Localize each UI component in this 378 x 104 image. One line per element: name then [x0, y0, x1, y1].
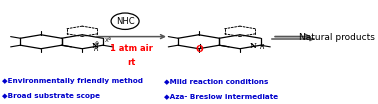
Text: R: R	[94, 46, 99, 53]
Text: N: N	[249, 42, 257, 50]
Text: R: R	[259, 44, 264, 50]
Text: ◆Aza- Breslow intermediate: ◆Aza- Breslow intermediate	[164, 93, 278, 99]
Text: Natural products: Natural products	[299, 33, 375, 42]
Text: ⊕: ⊕	[95, 41, 99, 46]
Text: ◆Mild reaction conditions: ◆Mild reaction conditions	[164, 78, 268, 84]
Text: X$^{\ominus}$: X$^{\ominus}$	[104, 36, 112, 45]
Text: O: O	[196, 45, 204, 54]
Text: 1 atm air: 1 atm air	[110, 44, 152, 53]
Text: rt: rt	[127, 58, 135, 67]
Text: ◆Broad substrate scope: ◆Broad substrate scope	[2, 93, 101, 99]
Text: N: N	[92, 42, 99, 50]
Text: NHC: NHC	[116, 17, 135, 26]
Text: ◆Environmentally friendly method: ◆Environmentally friendly method	[2, 78, 143, 84]
